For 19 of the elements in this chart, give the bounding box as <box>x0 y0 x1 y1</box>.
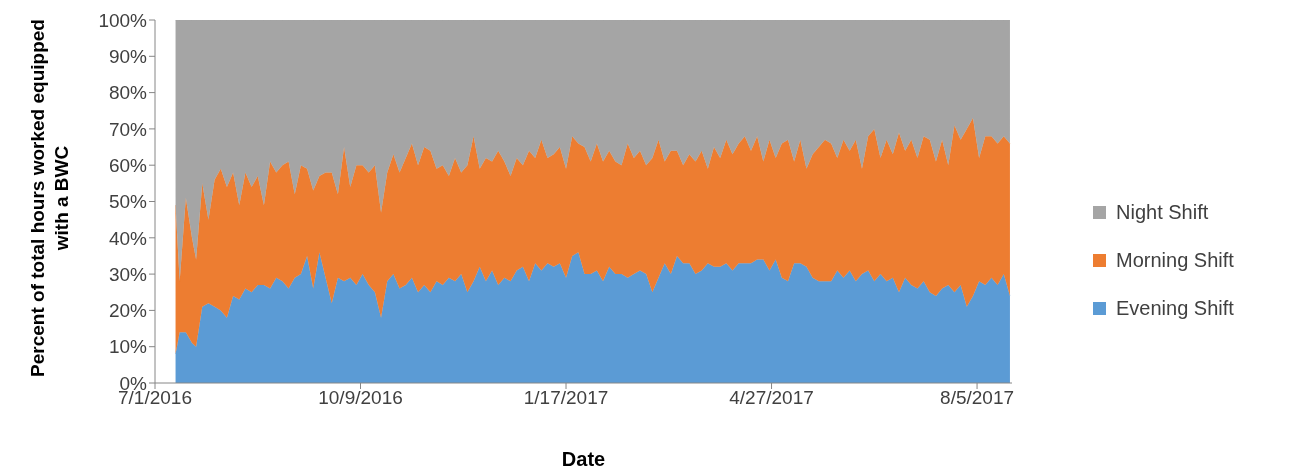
y-tick-label: 70% <box>108 118 148 140</box>
y-tick-label: 80% <box>108 82 148 104</box>
y-tick-label: 10% <box>108 336 148 358</box>
y-tick-label: 40% <box>108 227 148 249</box>
legend-label: Morning Shift <box>1116 248 1234 272</box>
y-tick-label: 60% <box>108 154 148 176</box>
y-axis-title: Percent of total hours worked equipped with a BWC <box>26 18 73 378</box>
x-tick-label: 4/27/2017 <box>729 387 814 409</box>
y-tick-label: 20% <box>108 300 148 322</box>
x-tick-label: 10/9/2016 <box>318 387 403 409</box>
legend-label: Evening Shift <box>1116 296 1234 320</box>
x-axis-title: Date <box>561 448 606 470</box>
y-tick-label: 90% <box>108 46 148 68</box>
y-tick-label: 100% <box>98 9 148 31</box>
legend-label: Night Shift <box>1116 200 1209 224</box>
y-tick-label: 50% <box>108 191 148 213</box>
x-tick-label: 8/5/2017 <box>940 387 1015 409</box>
y-tick-label: 30% <box>108 263 148 285</box>
x-tick-label: 1/17/2017 <box>523 387 609 409</box>
